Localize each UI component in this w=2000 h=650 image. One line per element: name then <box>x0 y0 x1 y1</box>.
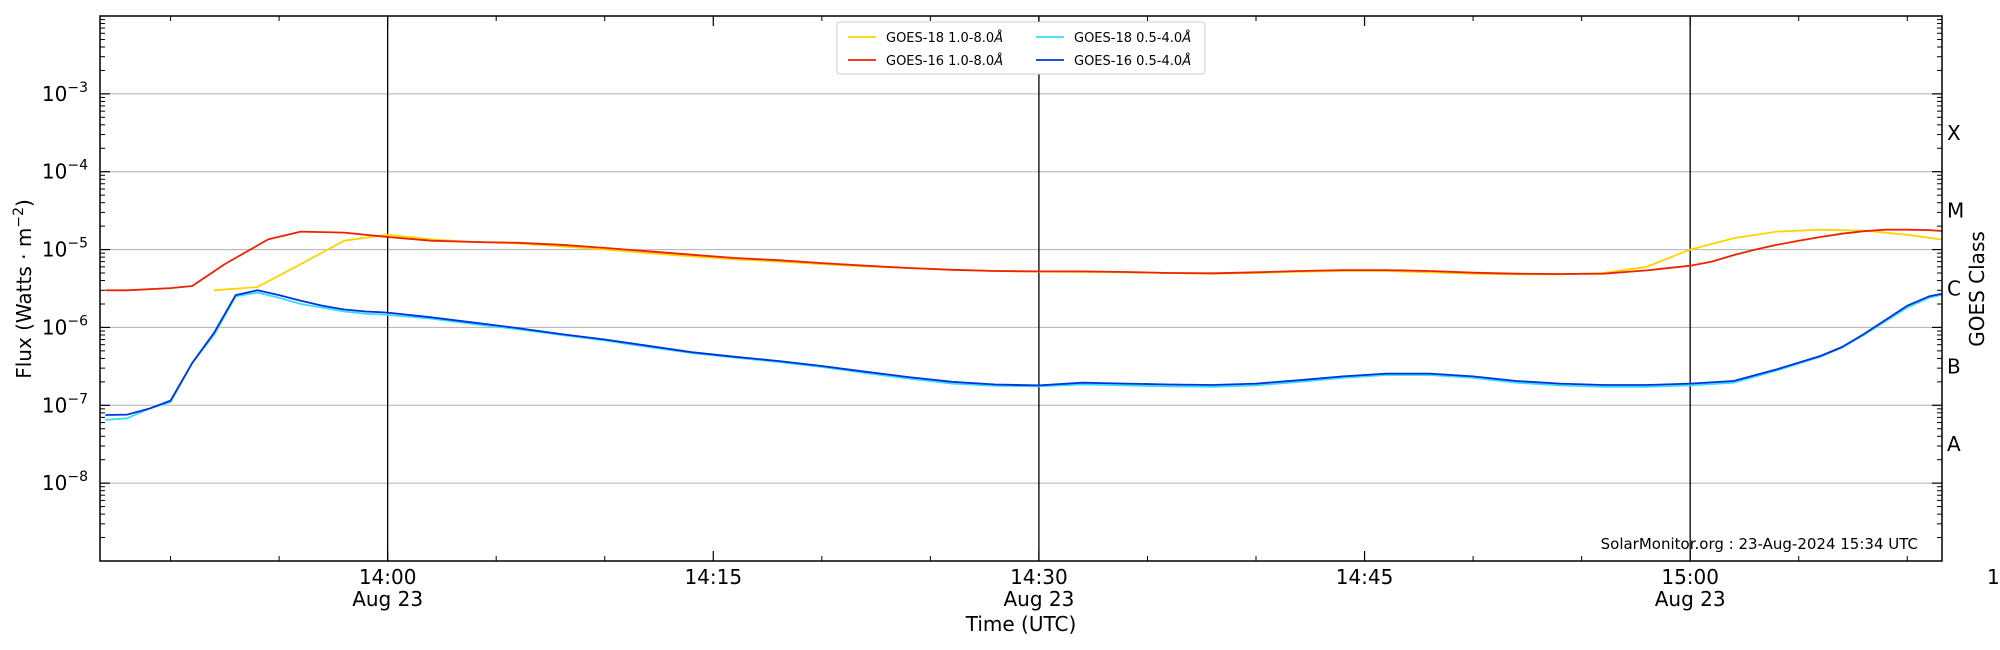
series-goes16_long <box>105 228 1942 292</box>
goes-class-M: M <box>1947 199 1964 223</box>
goes-class-B: B <box>1947 354 1961 378</box>
y-tick-label-base-0: 10 <box>42 471 67 495</box>
x-tick-date-2: Aug 23 <box>1003 587 1074 611</box>
y-tick-label-base-3: 10 <box>42 238 67 262</box>
legend-label-text-goes16_short: GOES-16 0.5-4.0 <box>1074 54 1182 69</box>
goes-class-C: C <box>1947 277 1961 301</box>
y-tick-label-4: 10−4 <box>42 158 88 184</box>
y-tick-label-0: 10−8 <box>42 469 88 495</box>
y-tick-label-1: 10−7 <box>42 391 88 417</box>
y-tick-label-2: 10−6 <box>42 313 88 339</box>
x-tick-label-4: 15:00 <box>1661 565 1719 589</box>
legend-label-goes18_short: GOES-18 0.5-4.0Å <box>1074 30 1191 46</box>
x-tick-label-5: 15:15 <box>1987 565 2000 589</box>
credit-text: SolarMonitor.org : 23-Aug-2024 15:34 UTC <box>1601 535 1918 553</box>
y-tick-label-exp-3: −5 <box>67 236 88 252</box>
goes-class-labels: A B C M X <box>1947 121 1964 456</box>
series-goes18_long <box>213 228 1942 292</box>
goes-class-A: A <box>1947 432 1961 456</box>
y-axis-title-close: ) <box>12 199 36 207</box>
y-tick-label-exp-5: −3 <box>67 80 88 96</box>
y-axis-title-sup: −2 <box>11 207 27 228</box>
y-tick-label-base-2: 10 <box>42 315 67 339</box>
y-tick-label-exp-0: −8 <box>67 469 88 485</box>
x-tick-label-0: 14:00 <box>359 565 417 589</box>
y-tick-label-exp-4: −4 <box>67 158 88 174</box>
legend-label-text-goes18_long: GOES-18 1.0-8.0 <box>886 31 994 46</box>
y-tick-label-base-1: 10 <box>42 393 67 417</box>
x-axis-title: Time (UTC) <box>965 612 1077 636</box>
legend-label-goes16_long: GOES-16 1.0-8.0Å <box>886 53 1003 69</box>
goes-class-X: X <box>1947 121 1961 145</box>
legend-label-text-goes16_long: GOES-16 1.0-8.0 <box>886 54 994 69</box>
legend-label-text-goes18_short: GOES-18 0.5-4.0 <box>1074 31 1182 46</box>
y-tick-label-base-4: 10 <box>42 160 67 184</box>
y-tick-label-exp-1: −7 <box>67 391 88 407</box>
series-goes16_short <box>105 289 1942 416</box>
y-tick-label-5: 10−3 <box>42 80 88 106</box>
y-tick-label-3: 10−5 <box>42 236 88 262</box>
legend-label-unit-goes18_short: Å <box>1181 30 1191 46</box>
y-axis-title: Flux (Watts · m−2) <box>11 199 36 379</box>
x-tick-label-1: 14:15 <box>684 565 742 589</box>
y-tick-label-base-5: 10 <box>42 82 67 106</box>
x-tick-date-0: Aug 23 <box>352 587 423 611</box>
grid <box>100 93 1942 484</box>
legend-label-goes16_short: GOES-16 0.5-4.0Å <box>1074 53 1191 69</box>
y-axis-title-main: Flux (Watts · m <box>12 228 36 379</box>
legend-label-unit-goes18_long: Å <box>993 30 1003 46</box>
flux-series <box>105 228 1942 421</box>
x-tick-label-3: 14:45 <box>1336 565 1394 589</box>
legend-label-unit-goes16_short: Å <box>1181 53 1191 69</box>
major-time-lines <box>386 16 1691 561</box>
x-tick-label-2: 14:30 <box>1010 565 1068 589</box>
y-axis-ticks: 10−810−710−610−510−410−3 <box>42 19 1942 539</box>
right-axis-title: GOES Class <box>1965 231 1989 347</box>
series-goes18_short <box>105 291 1942 421</box>
y-tick-label-exp-2: −6 <box>67 313 88 329</box>
x-tick-date-4: Aug 23 <box>1655 587 1726 611</box>
legend-label-goes18_long: GOES-18 1.0-8.0Å <box>886 30 1003 46</box>
plot-frame <box>99 15 1943 562</box>
legend-box <box>836 21 1206 75</box>
legend-label-unit-goes16_long: Å <box>993 53 1003 69</box>
